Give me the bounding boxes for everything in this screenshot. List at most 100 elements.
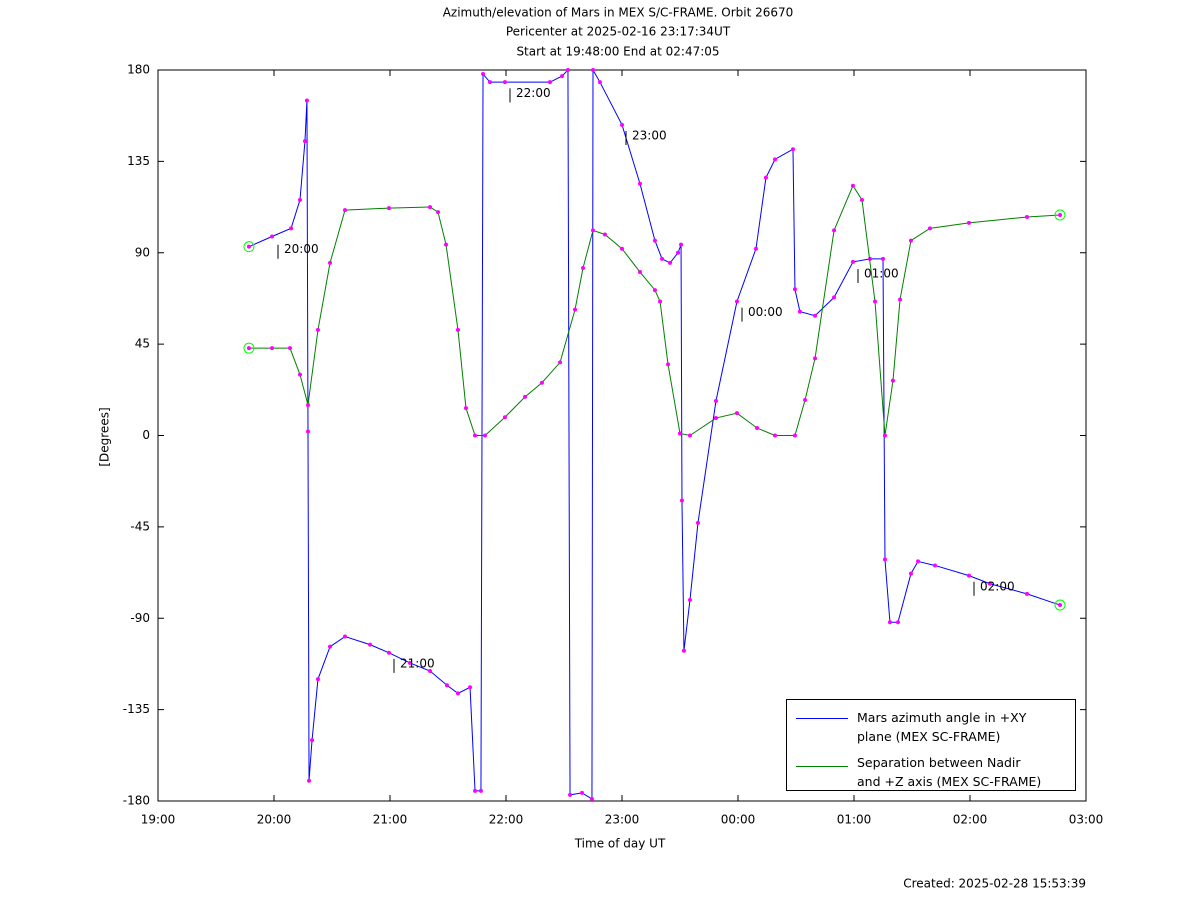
point-marker — [676, 250, 681, 255]
legend-label: Mars azimuth angle in +XY plane (MEX SC-… — [857, 710, 1027, 744]
point-marker — [502, 415, 507, 420]
point-marker — [790, 147, 795, 152]
point-marker — [289, 226, 294, 231]
point-marker — [882, 433, 887, 438]
point-marker — [597, 80, 602, 85]
point-marker — [734, 411, 739, 416]
point-marker — [860, 197, 865, 202]
point-marker — [444, 242, 449, 247]
point-marker — [887, 620, 892, 625]
point-marker — [898, 297, 903, 302]
point-marker — [305, 429, 310, 434]
y-tick-label: -135 — [123, 702, 150, 716]
point-marker — [666, 362, 671, 367]
point-marker — [695, 520, 700, 525]
point-marker — [813, 313, 818, 318]
point-marker — [455, 327, 460, 332]
point-marker — [297, 197, 302, 202]
point-marker — [328, 260, 333, 265]
point-marker — [444, 683, 449, 688]
point-marker — [637, 270, 642, 275]
point-marker — [916, 559, 921, 564]
point-marker — [908, 571, 913, 576]
point-marker — [288, 346, 293, 351]
point-marker — [797, 309, 802, 314]
point-marker — [270, 234, 275, 239]
point-marker — [813, 356, 818, 361]
point-marker — [966, 573, 971, 578]
point-marker — [832, 295, 837, 300]
point-marker — [987, 581, 992, 586]
point-marker — [463, 406, 468, 411]
point-marker — [481, 72, 486, 77]
point-marker — [713, 416, 718, 421]
point-marker — [755, 425, 760, 430]
plot-frame — [157, 69, 1087, 802]
y-tick-label: 45 — [135, 337, 150, 351]
point-marker — [620, 122, 624, 127]
point-marker — [687, 597, 692, 602]
point-marker — [713, 398, 718, 403]
point-marker — [407, 660, 412, 665]
point-marker — [932, 563, 937, 568]
point-marker — [297, 372, 302, 377]
point-marker — [386, 650, 391, 655]
legend-label: Separation between Nadir and +Z axis (ME… — [857, 755, 1042, 789]
point-marker — [315, 327, 320, 332]
point-marker — [908, 238, 913, 243]
footer: Created: 2025-02-28 15:53:39 — [903, 877, 1086, 891]
point-marker — [881, 256, 885, 261]
point-marker — [270, 346, 275, 351]
point-marker — [302, 139, 307, 144]
point-marker — [473, 433, 478, 438]
point-marker — [652, 288, 657, 293]
point-marker — [753, 246, 758, 251]
point-marker — [478, 788, 483, 793]
point-marker — [792, 287, 797, 292]
legend-swatch — [796, 718, 848, 719]
point-marker — [246, 244, 251, 249]
point-marker — [591, 68, 595, 72]
annotation: 00:00 — [748, 305, 783, 319]
y-tick-label: -90 — [130, 611, 150, 625]
point-marker — [792, 433, 797, 438]
point-marker — [679, 498, 684, 503]
point-marker — [502, 80, 507, 85]
point-marker — [368, 642, 373, 647]
point-marker — [652, 238, 657, 243]
x-tick-label: 19:00 — [141, 813, 176, 827]
point-marker — [927, 226, 932, 231]
annotation: 23:00 — [632, 128, 667, 142]
point-marker — [539, 380, 544, 385]
endpoint-marker — [243, 342, 255, 354]
point-marker — [882, 557, 887, 562]
point-marker — [573, 307, 578, 312]
point-marker — [890, 378, 895, 383]
endpoint-marker — [1054, 209, 1066, 221]
point-marker — [678, 431, 682, 436]
chart-subtitle: Pericenter at 2025-02-16 23:17:34UT — [506, 25, 731, 39]
y-axis-label: [Degrees] — [98, 407, 112, 466]
point-marker — [305, 403, 310, 408]
point-marker — [565, 68, 570, 72]
point-marker — [558, 360, 563, 365]
x-tick-label: 03:00 — [1069, 813, 1104, 827]
point-marker — [1058, 212, 1063, 217]
x-tick-label: 01:00 — [837, 813, 872, 827]
y-tick-label: 180 — [127, 63, 150, 77]
y-tick-label: 135 — [127, 154, 150, 168]
point-marker — [763, 175, 768, 180]
point-marker — [1024, 591, 1029, 596]
point-marker — [773, 157, 778, 162]
point-marker — [315, 677, 320, 682]
point-marker — [850, 183, 855, 188]
x-tick-label: 00:00 — [721, 813, 756, 827]
annotation: 02:00 — [980, 579, 1015, 593]
y-tick-label: -180 — [123, 794, 150, 808]
point-marker — [687, 433, 692, 438]
point-marker — [872, 299, 877, 304]
point-marker — [734, 299, 739, 304]
series-line — [248, 68, 1061, 800]
point-marker — [483, 433, 488, 438]
